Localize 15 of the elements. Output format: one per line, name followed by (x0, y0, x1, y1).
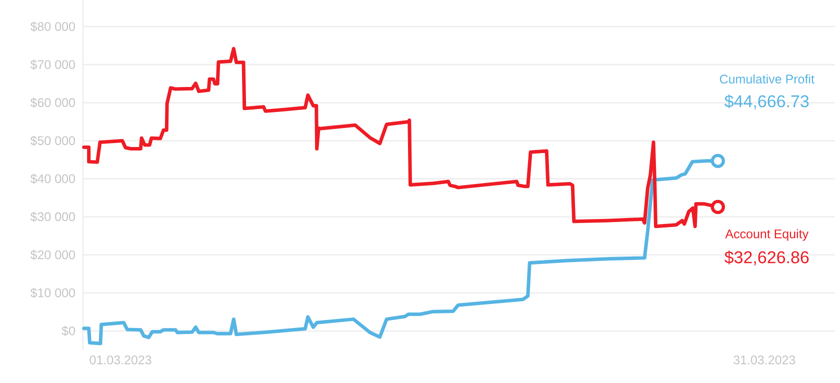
y-tick-label: $10 000 (30, 288, 75, 298)
y-tick-label: $40 000 (30, 174, 75, 184)
text: Cumulative Profit (720, 74, 814, 84)
y-tick-label: $70 000 (30, 60, 75, 70)
y-tick-label: $0 (62, 326, 75, 336)
annotation: $44,666.73 (724, 94, 809, 110)
annotation: $32,626.86 (724, 250, 809, 266)
y-tick-label: $80 000 (30, 22, 75, 32)
y-tick-label: $60 000 (30, 98, 75, 108)
series-label: Account Equity (725, 229, 809, 241)
y-tick-label: $30 000 (30, 212, 75, 222)
x-tick-label: 01.03.2023 (90, 356, 152, 364)
y-tick-label: $20 000 (30, 250, 75, 260)
x-tick-label: 31.03.2023 (734, 356, 796, 364)
y-tick-label: $50 000 (30, 136, 75, 146)
